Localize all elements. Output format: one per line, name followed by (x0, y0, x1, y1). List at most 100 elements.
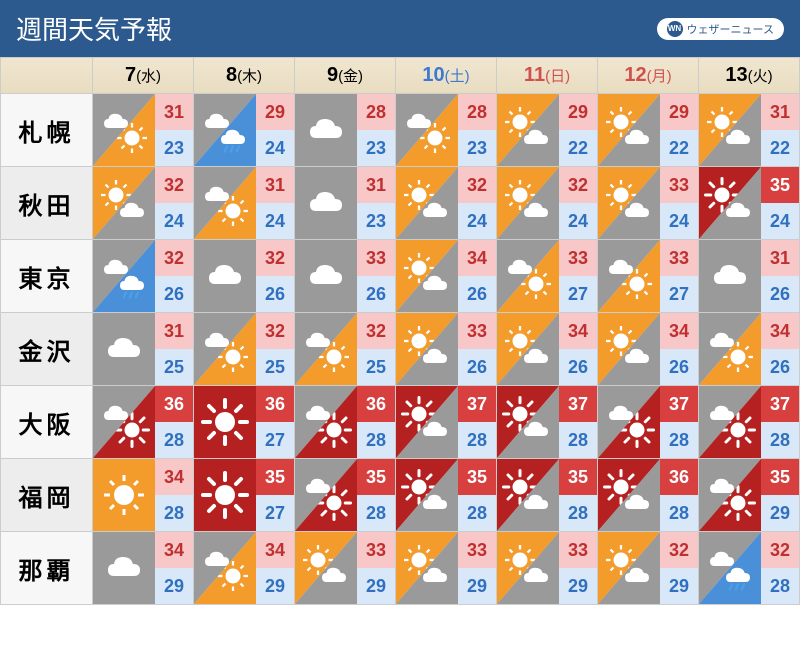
temp-high: 33 (660, 167, 698, 203)
temp-low: 27 (256, 422, 294, 458)
temp-low: 24 (559, 203, 597, 239)
temp-box: 32 29 (660, 532, 698, 604)
temp-box: 33 26 (357, 240, 395, 312)
temp-high: 32 (458, 167, 496, 203)
temp-high: 34 (155, 532, 193, 568)
temp-high: 33 (559, 532, 597, 568)
weather-icon (699, 167, 761, 239)
temp-high: 28 (458, 94, 496, 130)
city-row: 東京 32 26 32 26 33 26 34 (1, 240, 800, 313)
temp-box: 37 28 (660, 386, 698, 458)
temp-low: 26 (559, 349, 597, 385)
temp-high: 35 (761, 167, 799, 203)
temp-low: 24 (256, 130, 294, 166)
forecast-cell: 37 28 (497, 386, 598, 459)
temp-high: 34 (256, 532, 294, 568)
weather-icon (598, 386, 660, 458)
temp-low: 26 (458, 349, 496, 385)
temp-box: 35 27 (256, 459, 294, 531)
forecast-cell: 31 25 (93, 313, 194, 386)
forecast-cell: 36 28 (93, 386, 194, 459)
weather-icon (497, 313, 559, 385)
temp-high: 34 (458, 240, 496, 276)
city-name: 大阪 (1, 386, 93, 459)
forecast-cell: 32 29 (598, 532, 699, 605)
temp-low: 29 (660, 568, 698, 604)
forecast-cell: 35 28 (396, 459, 497, 532)
forecast-cell: 33 27 (497, 240, 598, 313)
city-row: 大阪 36 28 36 27 36 28 3 (1, 386, 800, 459)
weather-icon (497, 532, 559, 604)
temp-low: 23 (357, 130, 395, 166)
temp-high: 34 (559, 313, 597, 349)
temp-high: 33 (458, 313, 496, 349)
temp-box: 33 29 (458, 532, 496, 604)
temp-high: 37 (660, 386, 698, 422)
weather-icon (699, 240, 761, 312)
temp-low: 23 (155, 130, 193, 166)
temp-low: 25 (256, 349, 294, 385)
temp-box: 31 26 (761, 240, 799, 312)
weather-icon (598, 532, 660, 604)
temp-low: 28 (559, 422, 597, 458)
temp-high: 37 (559, 386, 597, 422)
temp-box: 34 29 (155, 532, 193, 604)
temp-high: 31 (256, 167, 294, 203)
weather-icon (699, 459, 761, 531)
date-header: 11(日) (497, 58, 598, 94)
weather-icon (497, 94, 559, 166)
forecast-cell: 32 28 (699, 532, 800, 605)
weather-icon (93, 313, 155, 385)
temp-low: 26 (256, 276, 294, 312)
temp-high: 33 (559, 240, 597, 276)
temp-high: 36 (155, 386, 193, 422)
logo-text: ウェザーニュース (687, 21, 774, 37)
temp-high: 36 (357, 386, 395, 422)
weather-icon (396, 459, 458, 531)
temp-high: 32 (761, 532, 799, 568)
date-header: 7(水) (93, 58, 194, 94)
temp-low: 28 (357, 422, 395, 458)
forecast-cell: 33 26 (295, 240, 396, 313)
weather-icon (194, 94, 256, 166)
forecast-cell: 36 28 (598, 459, 699, 532)
temp-low: 28 (458, 422, 496, 458)
city-name: 札幌 (1, 94, 93, 167)
temp-box: 34 26 (458, 240, 496, 312)
temp-low: 28 (357, 495, 395, 531)
temp-high: 29 (256, 94, 294, 130)
temp-high: 32 (357, 313, 395, 349)
weather-icon (93, 386, 155, 458)
page-title: 週間天気予報 (16, 10, 172, 47)
temp-high: 32 (559, 167, 597, 203)
weather-icon (699, 532, 761, 604)
temp-box: 29 24 (256, 94, 294, 166)
temp-high: 29 (660, 94, 698, 130)
temp-high: 35 (458, 459, 496, 495)
temp-low: 24 (256, 203, 294, 239)
temp-box: 31 24 (256, 167, 294, 239)
temp-low: 26 (761, 349, 799, 385)
temp-box: 34 26 (559, 313, 597, 385)
temp-box: 34 28 (155, 459, 193, 531)
temp-box: 32 26 (155, 240, 193, 312)
forecast-cell: 28 23 (295, 94, 396, 167)
temp-low: 29 (155, 568, 193, 604)
weather-icon (396, 313, 458, 385)
temp-box: 29 22 (559, 94, 597, 166)
temp-box: 32 24 (458, 167, 496, 239)
temp-box: 32 26 (256, 240, 294, 312)
city-name: 金沢 (1, 313, 93, 386)
forecast-cell: 32 24 (396, 167, 497, 240)
date-header: 9(金) (295, 58, 396, 94)
temp-box: 36 28 (357, 386, 395, 458)
temp-box: 37 28 (761, 386, 799, 458)
temp-box: 33 24 (660, 167, 698, 239)
weather-icon (598, 167, 660, 239)
temp-high: 28 (357, 94, 395, 130)
weather-icon (295, 459, 357, 531)
temp-box: 31 23 (357, 167, 395, 239)
forecast-cell: 35 24 (699, 167, 800, 240)
temp-low: 26 (660, 349, 698, 385)
temp-box: 31 22 (761, 94, 799, 166)
